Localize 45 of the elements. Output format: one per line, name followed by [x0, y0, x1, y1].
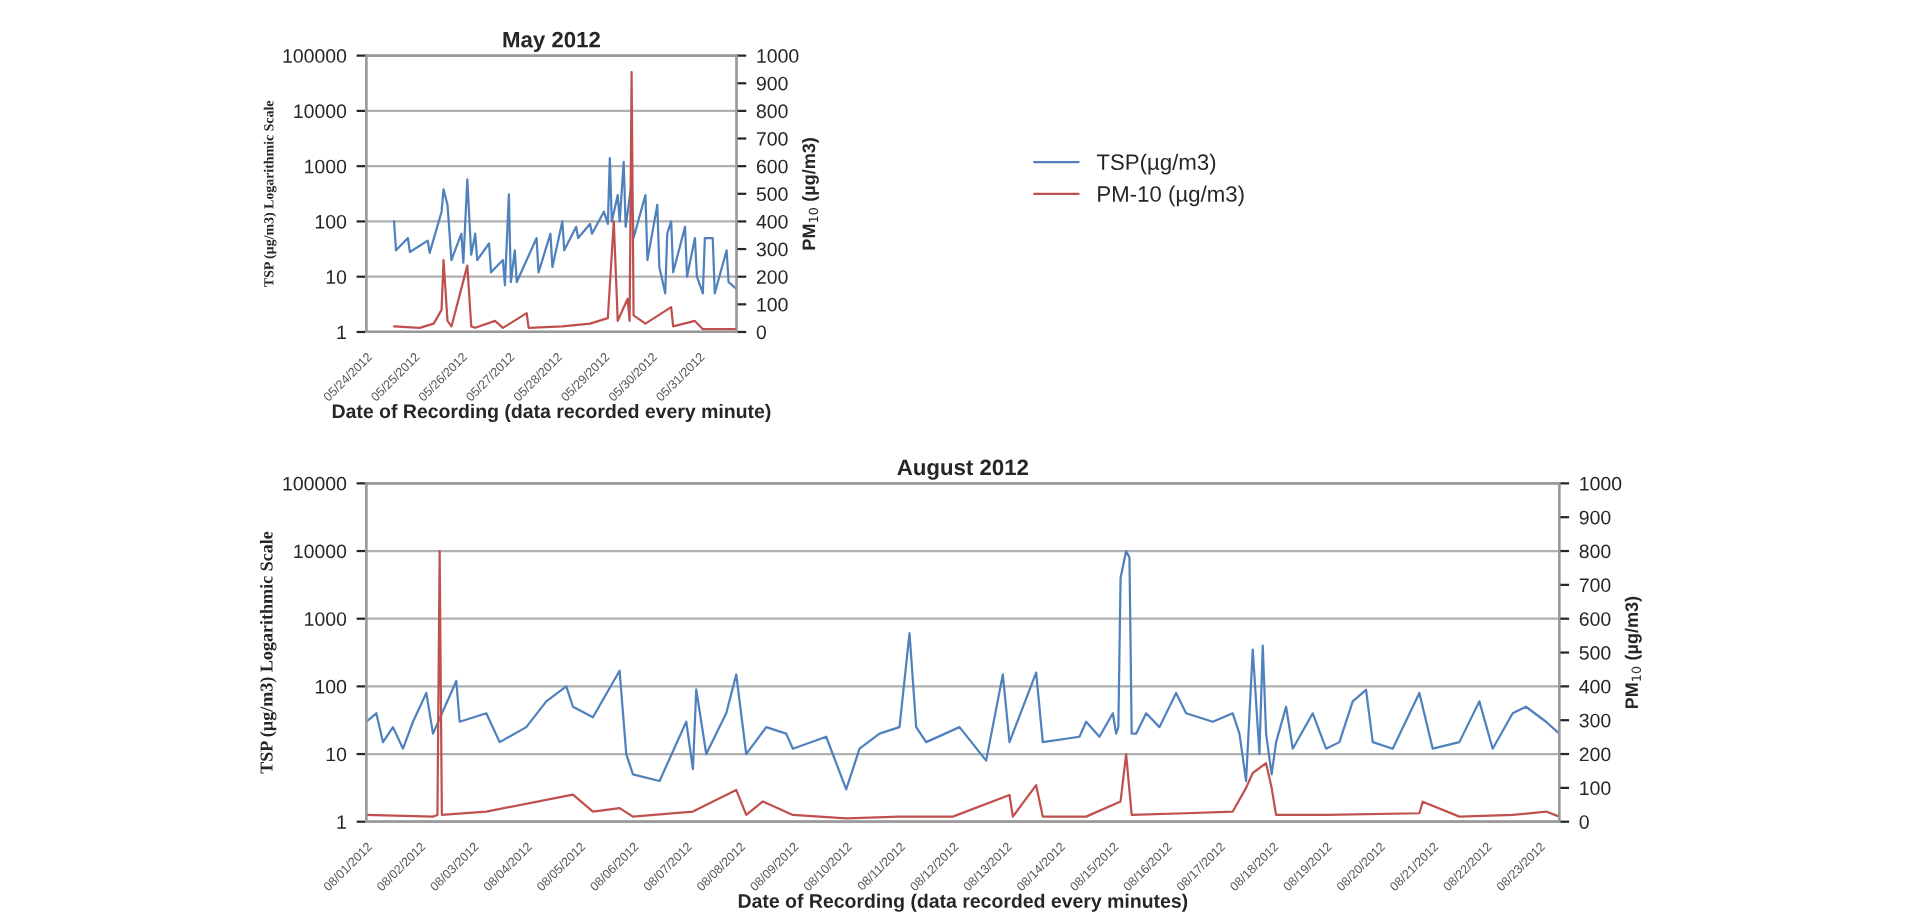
y-tick-label: 1: [337, 815, 346, 829]
line-series: [392, 156, 737, 295]
y-tick-label: 100000: [283, 476, 347, 491]
y-tick-label: 1: [337, 325, 346, 340]
y2-tick-label: 100: [757, 297, 788, 312]
y2-tick-label: 0: [756, 325, 767, 340]
y2-tick-label: 0: [1579, 815, 1589, 829]
legend-label: TSP(µg/m3): [1096, 153, 1216, 175]
y2-tick-label: 400: [1579, 679, 1611, 694]
y2-tick-label: 100: [1580, 781, 1611, 796]
y2-tick-label: 400: [756, 214, 788, 229]
y2-tick-label: 300: [756, 242, 788, 257]
y2-tick-label: 1000: [757, 49, 799, 63]
y2-tick-label: 800: [1579, 544, 1611, 559]
y2-tick-label: 600: [756, 159, 788, 174]
y2-axis-title: PM$_{10}$ (µg/m3): [801, 138, 819, 250]
y2-tick-label: 900: [1579, 510, 1611, 525]
chart-title: May 2012: [503, 31, 600, 52]
y-tick-label: 100000: [283, 49, 347, 63]
y-tick-label: 1000: [305, 159, 347, 174]
y2-tick-label: 1000: [1580, 476, 1622, 491]
y-tick-label: 10: [326, 747, 347, 762]
y2-tick-label: 900: [756, 76, 788, 91]
y-tick-label: 1000: [305, 612, 347, 626]
chart-title: August 2012: [897, 459, 1029, 480]
y2-tick-label: 700: [756, 132, 788, 146]
y2-tick-label: 700: [1579, 578, 1611, 593]
y2-tick-label: 200: [756, 270, 788, 284]
y-tick-label: 10: [326, 270, 347, 284]
y2-axis-title: PM$_{10}$ (µg/m3): [1624, 596, 1642, 709]
y-axis-title: TSP (µg/m3) Logarithmic Scale: [259, 531, 277, 774]
x-axis-title: Date of Recording (data recorded every minutes): [738, 893, 1188, 912]
y2-tick-label: 300: [1579, 713, 1611, 728]
y2-tick-label: 800: [756, 104, 788, 119]
y2-tick-label: 500: [1579, 646, 1611, 660]
y2-tick-label: 600: [1579, 612, 1611, 626]
x-axis-title: Date of Recording (data recorded every minute): [332, 403, 771, 423]
y-tick-label: 10000: [294, 104, 347, 119]
legend-label: PM-10 (µg/m3): [1098, 185, 1244, 207]
y-tick-label: 100: [315, 679, 347, 694]
y-tick-label: 100: [315, 214, 347, 229]
line-series: [392, 71, 737, 331]
y2-tick-label: 200: [1579, 747, 1611, 762]
y-tick-label: 10000: [294, 544, 347, 559]
y2-tick-label: 500: [756, 187, 788, 202]
